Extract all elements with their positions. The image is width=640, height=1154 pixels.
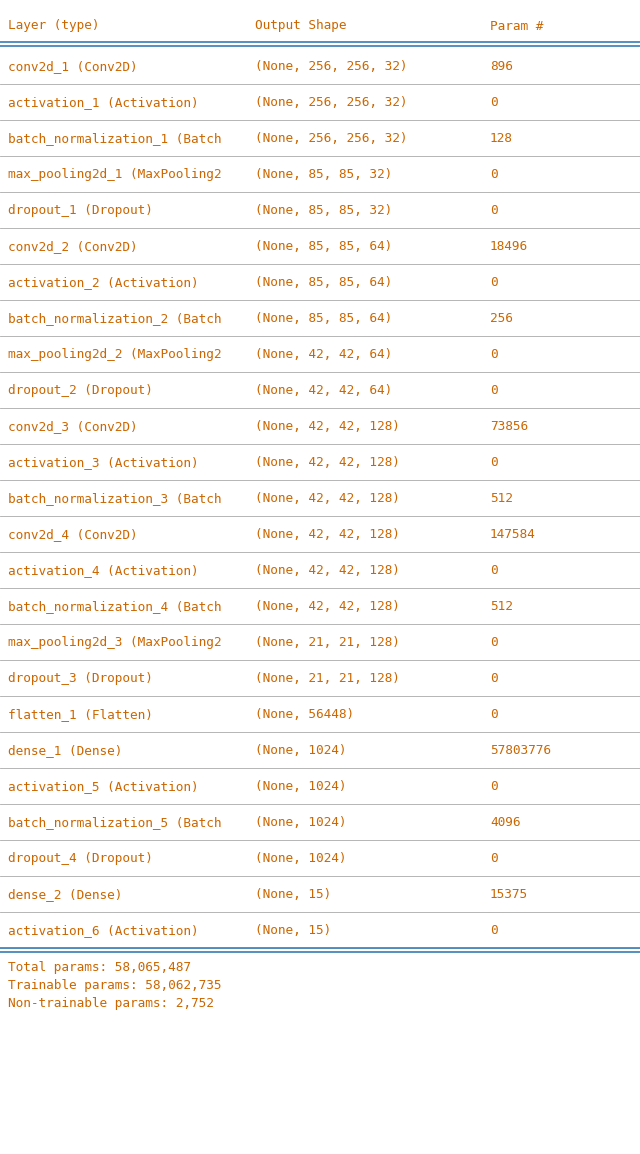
Text: (None, 256, 256, 32): (None, 256, 256, 32) xyxy=(255,132,408,144)
Text: activation_5 (Activation): activation_5 (Activation) xyxy=(8,780,198,793)
Text: 0: 0 xyxy=(490,780,498,793)
Text: 0: 0 xyxy=(490,672,498,684)
Text: dense_2 (Dense): dense_2 (Dense) xyxy=(8,887,122,901)
Text: 4096: 4096 xyxy=(490,816,520,829)
Text: activation_2 (Activation): activation_2 (Activation) xyxy=(8,276,198,288)
Text: (None, 21, 21, 128): (None, 21, 21, 128) xyxy=(255,672,400,684)
Text: 0: 0 xyxy=(490,96,498,108)
Text: activation_3 (Activation): activation_3 (Activation) xyxy=(8,456,198,469)
Text: activation_6 (Activation): activation_6 (Activation) xyxy=(8,923,198,937)
Text: 18496: 18496 xyxy=(490,240,528,253)
Text: batch_normalization_5 (Batch: batch_normalization_5 (Batch xyxy=(8,816,221,829)
Text: (None, 256, 256, 32): (None, 256, 256, 32) xyxy=(255,60,408,73)
Text: (None, 256, 256, 32): (None, 256, 256, 32) xyxy=(255,96,408,108)
Text: activation_1 (Activation): activation_1 (Activation) xyxy=(8,96,198,108)
Text: (None, 15): (None, 15) xyxy=(255,923,332,937)
Text: 512: 512 xyxy=(490,492,513,504)
Text: activation_4 (Activation): activation_4 (Activation) xyxy=(8,563,198,577)
Text: 0: 0 xyxy=(490,456,498,469)
Text: Layer (type): Layer (type) xyxy=(8,20,99,32)
Text: dropout_3 (Dropout): dropout_3 (Dropout) xyxy=(8,672,153,684)
Text: Param #: Param # xyxy=(490,20,543,32)
Text: 128: 128 xyxy=(490,132,513,144)
Text: (None, 85, 85, 64): (None, 85, 85, 64) xyxy=(255,312,392,324)
Text: Output Shape: Output Shape xyxy=(255,20,346,32)
Text: 0: 0 xyxy=(490,167,498,181)
Text: batch_normalization_1 (Batch: batch_normalization_1 (Batch xyxy=(8,132,221,144)
Text: 73856: 73856 xyxy=(490,420,528,433)
Text: (None, 56448): (None, 56448) xyxy=(255,707,354,721)
Text: (None, 42, 42, 128): (None, 42, 42, 128) xyxy=(255,527,400,541)
Text: batch_normalization_4 (Batch: batch_normalization_4 (Batch xyxy=(8,600,221,613)
Text: Trainable params: 58,062,735: Trainable params: 58,062,735 xyxy=(8,979,221,991)
Text: 0: 0 xyxy=(490,707,498,721)
Text: 57803776: 57803776 xyxy=(490,743,551,757)
Text: conv2d_4 (Conv2D): conv2d_4 (Conv2D) xyxy=(8,527,138,541)
Text: dropout_4 (Dropout): dropout_4 (Dropout) xyxy=(8,852,153,864)
Text: dropout_1 (Dropout): dropout_1 (Dropout) xyxy=(8,204,153,217)
Text: (None, 1024): (None, 1024) xyxy=(255,816,346,829)
Text: max_pooling2d_1 (MaxPooling2: max_pooling2d_1 (MaxPooling2 xyxy=(8,167,221,181)
Text: 0: 0 xyxy=(490,347,498,361)
Text: (None, 85, 85, 64): (None, 85, 85, 64) xyxy=(255,276,392,288)
Text: 0: 0 xyxy=(490,636,498,649)
Text: 147584: 147584 xyxy=(490,527,536,541)
Text: 0: 0 xyxy=(490,383,498,397)
Text: (None, 42, 42, 128): (None, 42, 42, 128) xyxy=(255,492,400,504)
Text: batch_normalization_3 (Batch: batch_normalization_3 (Batch xyxy=(8,492,221,504)
Text: max_pooling2d_3 (MaxPooling2: max_pooling2d_3 (MaxPooling2 xyxy=(8,636,221,649)
Text: conv2d_1 (Conv2D): conv2d_1 (Conv2D) xyxy=(8,60,138,73)
Text: (None, 42, 42, 64): (None, 42, 42, 64) xyxy=(255,383,392,397)
Text: dropout_2 (Dropout): dropout_2 (Dropout) xyxy=(8,383,153,397)
Text: 0: 0 xyxy=(490,923,498,937)
Text: 0: 0 xyxy=(490,563,498,577)
Text: (None, 42, 42, 128): (None, 42, 42, 128) xyxy=(255,456,400,469)
Text: (None, 85, 85, 32): (None, 85, 85, 32) xyxy=(255,204,392,217)
Text: 15375: 15375 xyxy=(490,887,528,901)
Text: (None, 42, 42, 128): (None, 42, 42, 128) xyxy=(255,420,400,433)
Text: max_pooling2d_2 (MaxPooling2: max_pooling2d_2 (MaxPooling2 xyxy=(8,347,221,361)
Text: (None, 42, 42, 64): (None, 42, 42, 64) xyxy=(255,347,392,361)
Text: 512: 512 xyxy=(490,600,513,613)
Text: (None, 21, 21, 128): (None, 21, 21, 128) xyxy=(255,636,400,649)
Text: 896: 896 xyxy=(490,60,513,73)
Text: conv2d_3 (Conv2D): conv2d_3 (Conv2D) xyxy=(8,420,138,433)
Text: (None, 42, 42, 128): (None, 42, 42, 128) xyxy=(255,563,400,577)
Text: 0: 0 xyxy=(490,204,498,217)
Text: (None, 42, 42, 128): (None, 42, 42, 128) xyxy=(255,600,400,613)
Text: (None, 1024): (None, 1024) xyxy=(255,743,346,757)
Text: batch_normalization_2 (Batch: batch_normalization_2 (Batch xyxy=(8,312,221,324)
Text: Total params: 58,065,487: Total params: 58,065,487 xyxy=(8,960,191,974)
Text: dense_1 (Dense): dense_1 (Dense) xyxy=(8,743,122,757)
Text: (None, 85, 85, 32): (None, 85, 85, 32) xyxy=(255,167,392,181)
Text: conv2d_2 (Conv2D): conv2d_2 (Conv2D) xyxy=(8,240,138,253)
Text: 0: 0 xyxy=(490,852,498,864)
Text: (None, 85, 85, 64): (None, 85, 85, 64) xyxy=(255,240,392,253)
Text: (None, 1024): (None, 1024) xyxy=(255,852,346,864)
Text: (None, 1024): (None, 1024) xyxy=(255,780,346,793)
Text: (None, 15): (None, 15) xyxy=(255,887,332,901)
Text: flatten_1 (Flatten): flatten_1 (Flatten) xyxy=(8,707,153,721)
Text: Non-trainable params: 2,752: Non-trainable params: 2,752 xyxy=(8,997,214,1010)
Text: 256: 256 xyxy=(490,312,513,324)
Text: 0: 0 xyxy=(490,276,498,288)
